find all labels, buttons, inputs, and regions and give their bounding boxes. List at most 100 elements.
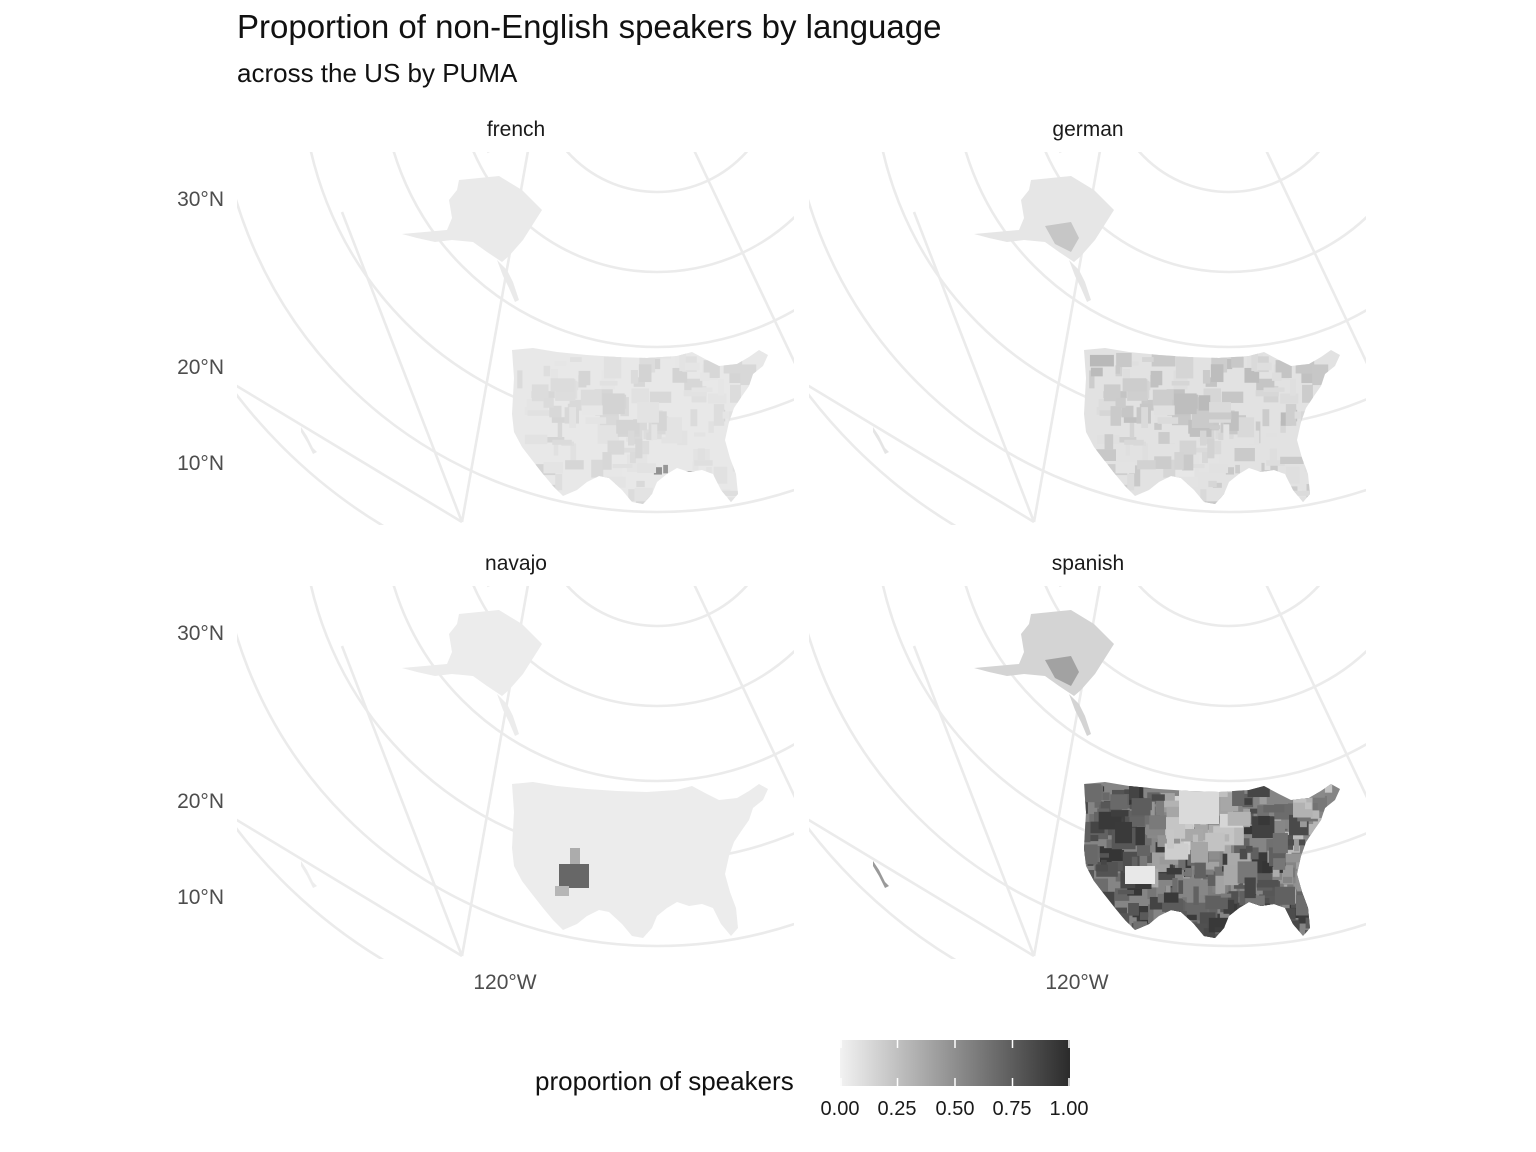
puma-region [1223,424,1230,441]
puma-region [1110,794,1128,810]
puma-region [1157,483,1176,500]
puma-region [1084,821,1091,843]
puma-region [1104,434,1114,450]
puma-region [1099,921,1108,938]
puma-region [1305,917,1318,929]
puma-region [551,368,559,382]
puma-region [599,380,618,386]
facet-label-navajo: navajo [485,552,547,575]
puma-region [1205,377,1217,387]
puma-region [1245,847,1259,860]
puma-region [708,421,714,433]
puma-region [536,502,544,504]
puma-region [1107,470,1114,491]
puma-region [1122,941,1130,952]
puma-region [1247,909,1259,916]
puma-region [546,436,565,443]
puma-region [649,391,672,403]
hawaii-shape [301,861,317,888]
puma-region [1239,848,1248,860]
facet-label-spanish: spanish [1051,552,1125,575]
puma-region [585,483,604,500]
puma-region [1214,927,1226,932]
graticule-meridian-0 [460,152,530,523]
graticule-meridian-1 [912,645,1036,957]
graticule-parallel-0 [1137,586,1321,628]
puma-region [1254,471,1275,492]
puma-region [1191,410,1214,428]
hawaii-shape [873,861,889,888]
navajo-nation-region [559,864,589,888]
puma-region [1310,782,1330,787]
puma-region [1273,815,1282,824]
puma-region [699,372,710,381]
map-panel-navajo [237,586,794,959]
graticule-meridian-3 [693,586,794,799]
puma-region [1227,811,1251,826]
puma-region [1223,864,1239,886]
puma-region [1297,868,1314,877]
puma-region [1179,786,1219,824]
puma-region [605,476,626,488]
puma-region [1184,857,1192,878]
puma-region [661,437,683,444]
puma-region [1166,829,1175,849]
graticule-meridian-1 [340,211,464,523]
puma-region [565,460,584,470]
puma-region [551,417,565,423]
puma-region [543,397,554,408]
puma-region [1249,810,1254,825]
puma-region [1094,801,1103,808]
puma-region [1175,356,1194,379]
puma-region [1129,784,1140,800]
puma-region [1177,476,1198,488]
puma-region [1192,834,1199,847]
graticule-parallel-1 [1044,586,1366,708]
puma-region [1215,875,1226,894]
puma-region [1127,888,1143,896]
puma-region [713,466,728,484]
puma-region [713,404,725,426]
puma-region [1273,858,1286,870]
puma-region [637,402,659,423]
graticule-meridian-3 [693,152,794,365]
puma-region [1285,466,1300,484]
puma-region [633,419,647,431]
puma-region [1273,909,1282,924]
graticule-meridian-2 [237,384,463,524]
puma-region [1208,480,1217,488]
puma-region [1193,886,1199,905]
map-panel-french [237,152,794,525]
puma-region [1194,447,1216,453]
puma-region [1309,446,1326,462]
puma-region [1084,800,1088,814]
puma-region [1221,391,1244,403]
puma-region [1210,364,1224,383]
y-tick-20n-bottom: 20°N [177,790,224,813]
puma-region [1233,924,1246,938]
puma-region [1090,892,1100,914]
puma-region [1149,801,1155,818]
puma-region [517,370,523,389]
puma-region [1115,462,1135,474]
puma-region [1209,425,1221,430]
puma-region [1152,389,1174,409]
x-tick-120w-left: 120°W [473,971,537,994]
puma-region [1257,471,1272,493]
puma-region [1285,846,1292,861]
puma-region [1289,349,1303,359]
puma-region [1281,486,1298,504]
puma-region [1311,898,1322,914]
puma-region [1084,844,1098,865]
puma-region [1088,941,1108,951]
puma-region [1267,905,1273,919]
puma-region [555,473,563,491]
puma-region [1132,506,1155,525]
puma-region [1231,356,1244,368]
puma-region [540,500,553,504]
puma-region [1178,849,1186,871]
puma-region [1084,783,1102,803]
puma-region [630,369,638,384]
puma-region [1278,466,1284,476]
puma-region [693,432,706,437]
